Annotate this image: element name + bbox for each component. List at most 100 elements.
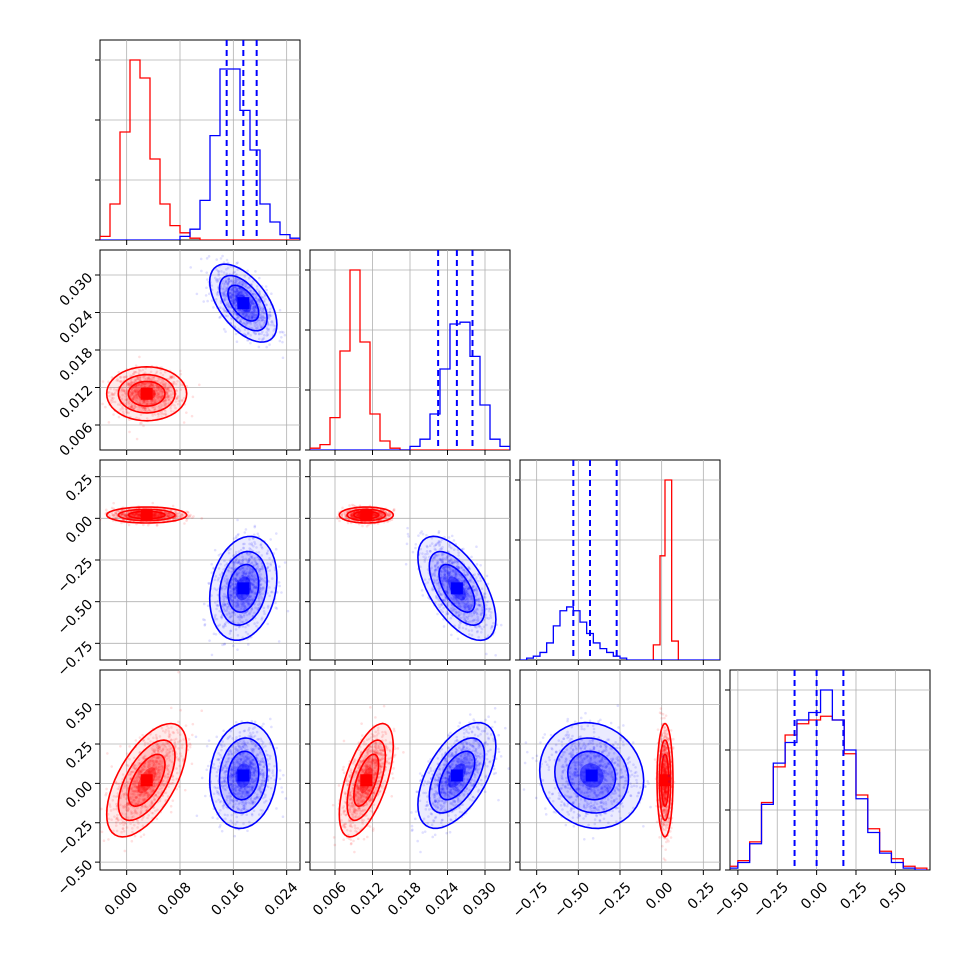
sample-point — [431, 572, 434, 576]
sample-point — [146, 376, 150, 380]
sample-point — [160, 404, 164, 408]
sample-point — [225, 578, 229, 582]
sample-point — [222, 290, 226, 294]
sample-point — [350, 513, 353, 517]
sample-point — [268, 313, 272, 317]
sample-point — [266, 566, 270, 570]
sample-point — [259, 306, 262, 309]
sample-point — [224, 564, 227, 567]
sample-point — [239, 290, 243, 293]
sample-point — [166, 514, 170, 518]
sample-point — [174, 406, 177, 410]
sample-point — [168, 376, 172, 380]
sample-point — [163, 398, 166, 402]
sample-point — [234, 582, 238, 586]
sample-point — [257, 570, 261, 574]
sample-point — [233, 324, 236, 328]
sample-point — [228, 632, 232, 635]
sample-point — [255, 562, 259, 566]
sample-point — [421, 532, 425, 536]
sample-point — [255, 562, 259, 566]
sample-point — [213, 276, 217, 280]
sample-point — [241, 291, 245, 295]
sample-point — [135, 437, 139, 441]
sample-point — [166, 392, 169, 396]
sample-point — [108, 394, 111, 398]
sample-point — [142, 385, 145, 388]
sample-point — [120, 397, 124, 401]
sample-point — [261, 306, 264, 310]
sample-point — [234, 558, 238, 562]
hist-red-1 — [310, 269, 510, 450]
sample-point — [232, 560, 236, 564]
sample-point — [124, 514, 128, 518]
sample-point — [232, 610, 236, 614]
sample-point — [234, 291, 237, 294]
sample-point — [258, 568, 262, 571]
sample-point — [233, 596, 237, 599]
sample-point — [450, 534, 454, 538]
sample-point — [465, 591, 468, 595]
sample-point — [117, 379, 120, 383]
sample-point — [355, 513, 358, 517]
sample-point — [195, 292, 199, 296]
sample-point — [255, 298, 258, 301]
sample-point — [247, 594, 251, 598]
sample-point — [230, 570, 233, 574]
sample-point — [243, 599, 246, 603]
sample-point — [174, 400, 178, 403]
sample-point — [244, 528, 248, 531]
sample-point — [119, 403, 122, 407]
sample-point — [230, 293, 234, 296]
sample-point — [262, 311, 265, 314]
sample-point — [187, 511, 190, 514]
sample-point — [235, 279, 239, 282]
sample-point — [167, 513, 170, 517]
sample-point — [252, 575, 255, 579]
sample-point — [254, 306, 258, 309]
sample-point — [123, 515, 127, 518]
sample-point — [258, 290, 261, 294]
sample-point — [454, 571, 458, 574]
sample-point — [231, 560, 235, 564]
sample-point — [252, 331, 256, 335]
sample-point — [252, 578, 256, 581]
sample-point — [261, 315, 265, 319]
sample-point — [130, 380, 134, 384]
sample-point — [245, 618, 248, 622]
sample-point — [159, 389, 163, 392]
sample-point — [237, 603, 240, 606]
sample-point — [160, 394, 164, 398]
sample-point — [223, 603, 226, 607]
sample-point — [240, 309, 243, 312]
sample-point — [158, 513, 162, 517]
sample-point — [158, 398, 162, 402]
sample-point — [278, 308, 282, 312]
sample-point — [128, 430, 131, 434]
sample-point — [249, 555, 252, 559]
sample-point — [219, 257, 223, 260]
sample-point — [229, 288, 233, 291]
sample-point — [341, 506, 344, 510]
sample-point — [151, 384, 155, 388]
sample-point — [132, 407, 135, 411]
sample-point — [246, 632, 250, 636]
sample-point — [350, 515, 353, 519]
sample-point — [233, 561, 237, 564]
sample-point — [242, 602, 246, 606]
sample-point — [447, 573, 450, 576]
sample-point — [170, 375, 174, 379]
sample-point — [226, 278, 230, 282]
sample-point — [235, 288, 238, 291]
sample-point — [230, 279, 234, 282]
density-peak-1 — [237, 582, 250, 595]
sample-point — [248, 570, 251, 574]
sample-point — [245, 600, 249, 603]
sample-point — [225, 268, 228, 271]
sample-point — [225, 609, 228, 613]
sample-point — [227, 569, 231, 573]
sample-point — [268, 586, 271, 589]
sample-point — [248, 611, 251, 615]
sample-point — [120, 509, 124, 512]
sample-point — [238, 311, 241, 314]
